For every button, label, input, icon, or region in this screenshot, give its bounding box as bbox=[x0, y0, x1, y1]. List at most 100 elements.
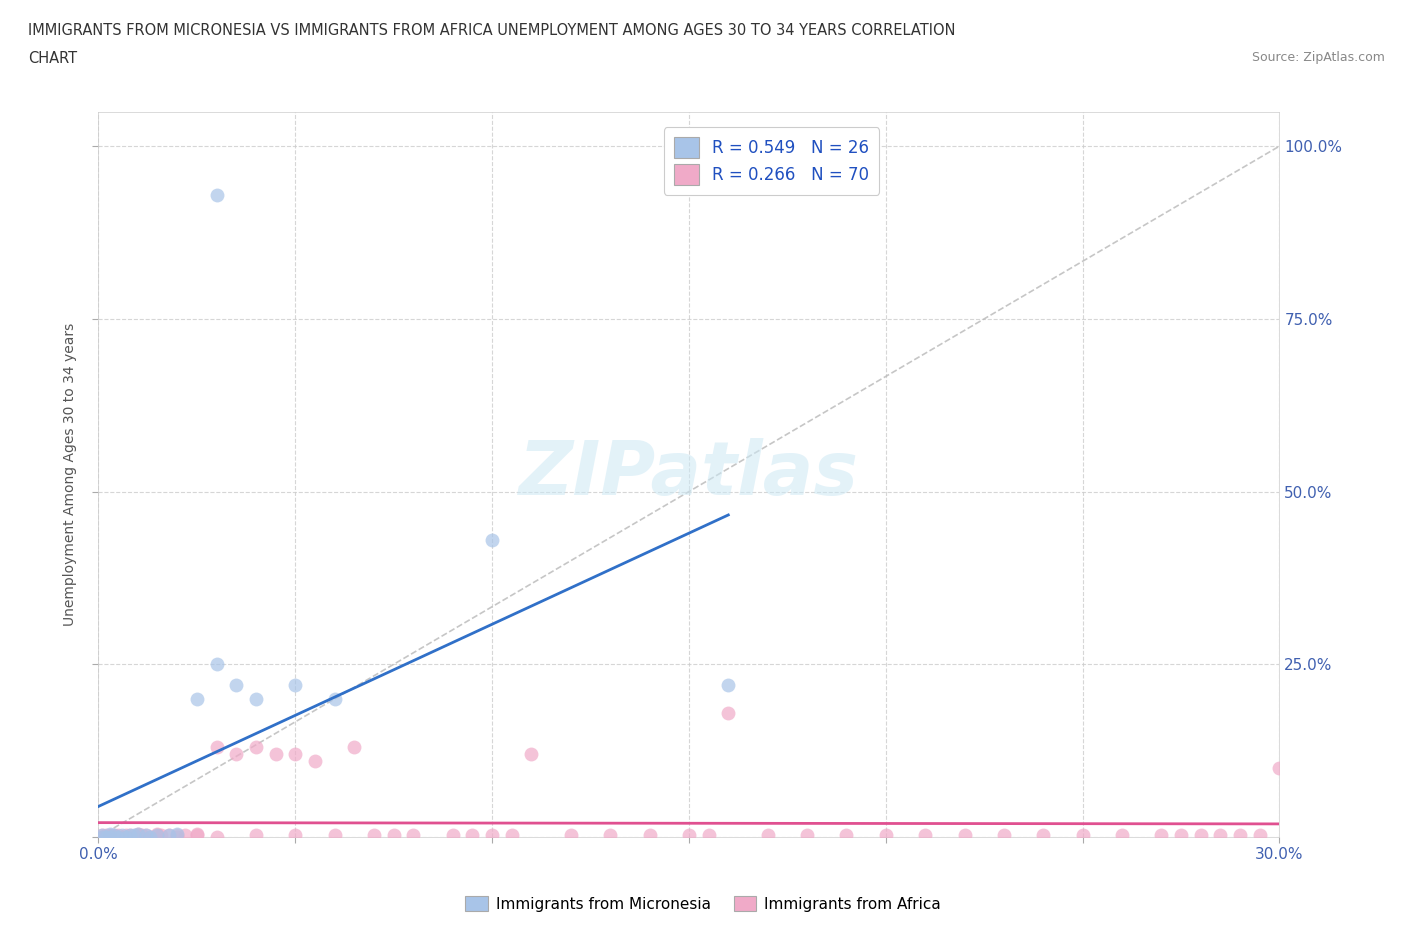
Point bbox=[1032, 828, 1054, 843]
Point bbox=[138, 830, 160, 844]
Point bbox=[174, 828, 197, 843]
Point bbox=[717, 678, 740, 693]
Point bbox=[402, 828, 425, 843]
Point bbox=[146, 828, 169, 843]
Point bbox=[481, 828, 503, 843]
Point bbox=[96, 828, 118, 843]
Point bbox=[245, 691, 267, 706]
Point bbox=[501, 828, 523, 843]
Point bbox=[98, 826, 121, 841]
Point bbox=[599, 828, 621, 843]
Point bbox=[993, 828, 1015, 843]
Point bbox=[107, 830, 129, 844]
Point bbox=[157, 828, 180, 843]
Point bbox=[157, 828, 180, 843]
Point bbox=[363, 828, 385, 843]
Point bbox=[118, 828, 141, 843]
Point bbox=[481, 533, 503, 548]
Point bbox=[127, 826, 149, 841]
Point bbox=[835, 828, 858, 843]
Point bbox=[225, 747, 247, 762]
Point bbox=[118, 828, 141, 843]
Point bbox=[1150, 828, 1173, 843]
Point bbox=[1229, 828, 1251, 843]
Point bbox=[166, 828, 188, 843]
Point bbox=[875, 828, 897, 843]
Point bbox=[150, 828, 173, 843]
Point bbox=[98, 830, 121, 844]
Point bbox=[115, 828, 138, 843]
Point bbox=[166, 830, 188, 844]
Point bbox=[1189, 828, 1212, 843]
Point bbox=[115, 830, 138, 844]
Point bbox=[796, 828, 818, 843]
Point bbox=[1071, 828, 1094, 843]
Point bbox=[186, 828, 208, 843]
Point bbox=[953, 828, 976, 843]
Point bbox=[138, 830, 160, 844]
Point bbox=[441, 828, 464, 843]
Point bbox=[560, 828, 582, 843]
Point bbox=[343, 739, 366, 754]
Point bbox=[186, 826, 208, 841]
Point bbox=[1268, 761, 1291, 776]
Point bbox=[91, 830, 114, 844]
Point bbox=[98, 828, 121, 843]
Text: CHART: CHART bbox=[28, 51, 77, 66]
Point bbox=[225, 678, 247, 693]
Point bbox=[107, 828, 129, 843]
Point bbox=[205, 739, 228, 754]
Y-axis label: Unemployment Among Ages 30 to 34 years: Unemployment Among Ages 30 to 34 years bbox=[63, 323, 77, 626]
Point bbox=[166, 826, 188, 841]
Point bbox=[103, 828, 125, 843]
Point bbox=[1170, 828, 1192, 843]
Point bbox=[122, 828, 145, 843]
Point bbox=[461, 828, 484, 843]
Point bbox=[382, 828, 405, 843]
Point bbox=[107, 830, 129, 844]
Point bbox=[122, 830, 145, 844]
Point bbox=[96, 830, 118, 844]
Point bbox=[111, 830, 134, 844]
Point bbox=[323, 828, 346, 843]
Point bbox=[520, 747, 543, 762]
Point bbox=[678, 828, 700, 843]
Point bbox=[717, 705, 740, 720]
Point bbox=[284, 828, 307, 843]
Point bbox=[284, 747, 307, 762]
Text: Source: ZipAtlas.com: Source: ZipAtlas.com bbox=[1251, 51, 1385, 64]
Point bbox=[103, 828, 125, 843]
Point bbox=[111, 828, 134, 843]
Point bbox=[756, 828, 779, 843]
Point bbox=[264, 747, 287, 762]
Point bbox=[205, 830, 228, 844]
Point bbox=[205, 187, 228, 202]
Text: IMMIGRANTS FROM MICRONESIA VS IMMIGRANTS FROM AFRICA UNEMPLOYMENT AMONG AGES 30 : IMMIGRANTS FROM MICRONESIA VS IMMIGRANTS… bbox=[28, 23, 956, 38]
Point bbox=[115, 830, 138, 844]
Point bbox=[914, 828, 936, 843]
Point bbox=[135, 828, 157, 843]
Point bbox=[135, 828, 157, 843]
Point bbox=[284, 678, 307, 693]
Point bbox=[127, 828, 149, 843]
Point bbox=[245, 739, 267, 754]
Legend: R = 0.549   N = 26, R = 0.266   N = 70: R = 0.549 N = 26, R = 0.266 N = 70 bbox=[664, 127, 879, 194]
Point bbox=[1209, 828, 1232, 843]
Point bbox=[186, 691, 208, 706]
Point bbox=[1111, 828, 1133, 843]
Point bbox=[131, 828, 153, 843]
Point bbox=[91, 828, 114, 843]
Point bbox=[127, 826, 149, 841]
Point bbox=[146, 828, 169, 843]
Point bbox=[304, 753, 326, 768]
Point bbox=[98, 830, 121, 844]
Point bbox=[1249, 828, 1271, 843]
Point bbox=[91, 828, 114, 843]
Point bbox=[245, 828, 267, 843]
Point bbox=[323, 691, 346, 706]
Legend: Immigrants from Micronesia, Immigrants from Africa: Immigrants from Micronesia, Immigrants f… bbox=[458, 889, 948, 918]
Text: ZIPatlas: ZIPatlas bbox=[519, 438, 859, 511]
Point bbox=[146, 826, 169, 841]
Point bbox=[96, 830, 118, 844]
Point bbox=[697, 828, 720, 843]
